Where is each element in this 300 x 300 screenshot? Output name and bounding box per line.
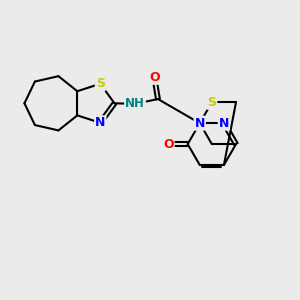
Text: NH: NH (125, 98, 145, 110)
Text: N: N (219, 117, 229, 130)
Text: O: O (149, 71, 160, 84)
Text: S: S (207, 96, 216, 109)
Text: S: S (96, 77, 105, 90)
Text: N: N (195, 117, 205, 130)
Text: N: N (95, 116, 106, 129)
Text: O: O (163, 138, 174, 151)
